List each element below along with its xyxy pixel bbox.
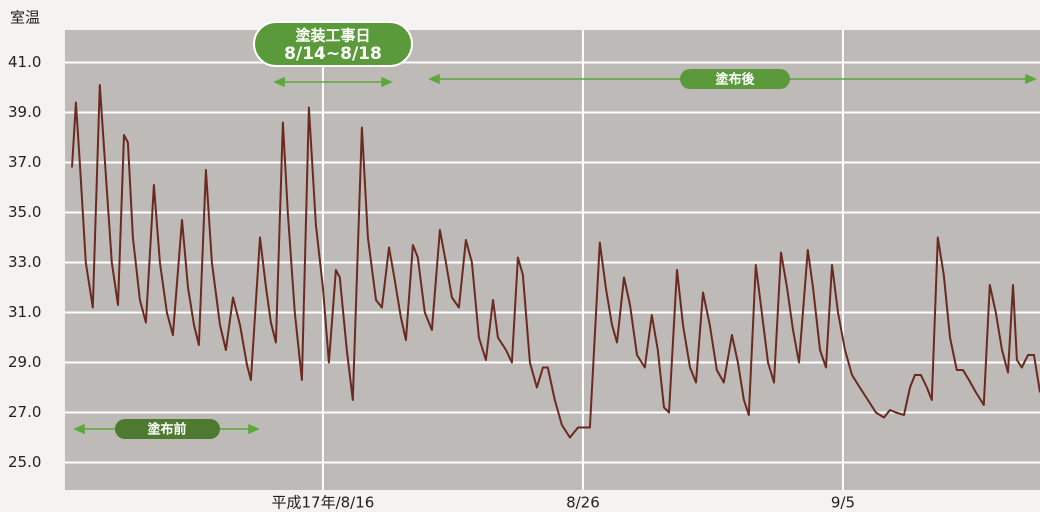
arrow-head [381,76,393,88]
period-title: 塗装工事日 [295,27,370,45]
before-annotation: 塗布前 [115,419,220,439]
y-tick-label: 35.0 [8,203,41,221]
period-bubble [253,21,413,67]
period-dates: 8/14~8/18 [284,44,382,64]
arrow-head [428,73,440,85]
y-tick-label: 37.0 [8,153,41,171]
y-tick-label: 33.0 [8,253,41,271]
arrow-head [273,76,285,88]
before-label: 塗布前 [147,422,186,438]
y-tick-label: 25.0 [8,453,41,471]
after-annotation: 塗布後 [680,69,790,89]
after-label: 塗布後 [715,72,755,88]
grid [65,30,1040,490]
x-tick-label: 9/5 [831,494,855,512]
x-tick-label: 平成17年/8/16 [272,494,375,512]
y-axis-label: 室温 [10,9,40,27]
y-tick-label: 31.0 [8,303,41,321]
before-pill [115,419,220,439]
y-tick-label: 27.0 [8,403,41,421]
plot [71,84,1040,439]
y-tick-label: 39.0 [8,103,41,121]
y-tick-label: 41.0 [8,53,41,71]
arrow-head [248,423,260,435]
after-pill [680,69,790,89]
y-tick-label: 29.0 [8,353,41,371]
period-annotation: 塗装工事日 8/14~8/18 [253,21,413,67]
arrow-head [1025,73,1037,85]
x-tick-label: 8/26 [566,494,600,512]
arrow-head [73,423,85,435]
line [71,84,1040,439]
